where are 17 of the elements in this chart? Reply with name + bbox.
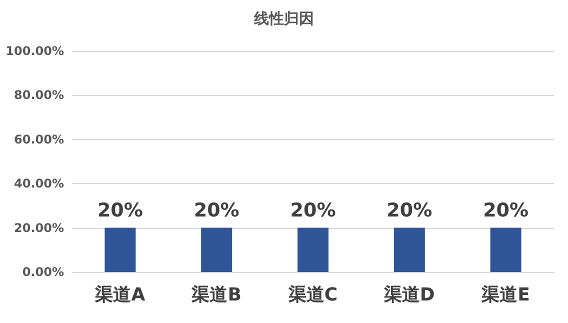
x-tick-label: 渠道A xyxy=(94,284,146,306)
y-tick-label: 20.00% xyxy=(14,220,64,235)
data-label: 20% xyxy=(386,199,432,222)
data-label: 20% xyxy=(290,199,336,222)
x-tick-label: 渠道B xyxy=(190,284,242,306)
y-tick-label: 80.00% xyxy=(14,88,64,102)
data-label: 20% xyxy=(194,199,240,222)
data-label: 20% xyxy=(97,199,143,222)
y-tick-label: 100.00% xyxy=(6,44,64,58)
x-tick-label: 渠道E xyxy=(480,284,530,306)
y-tick-label: 60.00% xyxy=(14,132,64,146)
chart-title: 线性归因 xyxy=(253,10,314,28)
x-tick-label: 渠道C xyxy=(287,284,338,306)
y-tick-label: 0.00% xyxy=(22,265,64,279)
data-label: 20% xyxy=(483,199,529,222)
y-tick-label: 40.00% xyxy=(14,176,64,191)
x-tick-label: 渠道D xyxy=(382,284,435,306)
